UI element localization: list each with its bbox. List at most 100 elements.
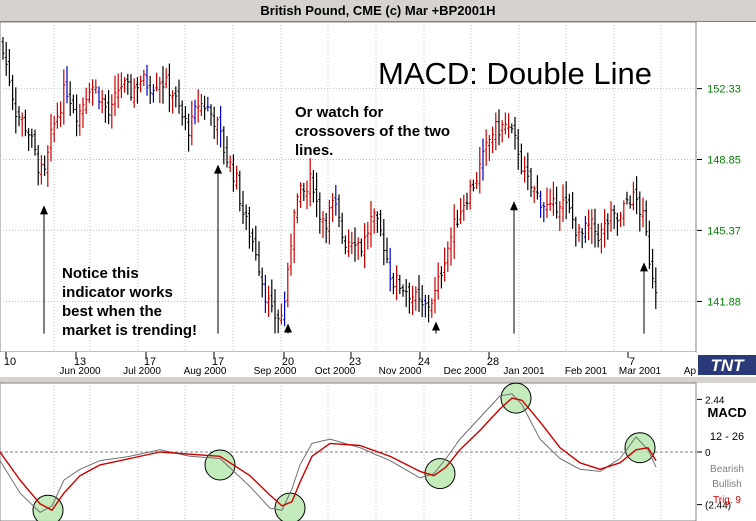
price-bar <box>203 95 207 120</box>
price-bar <box>574 216 578 247</box>
price-bar <box>267 285 271 317</box>
price-bar <box>628 195 632 209</box>
price-bar <box>564 181 568 220</box>
price-bar <box>491 126 495 154</box>
price-bar <box>507 113 511 139</box>
price-bar <box>263 274 267 314</box>
price-bar <box>420 285 424 317</box>
price-bar <box>587 209 591 241</box>
price-bar <box>27 128 31 152</box>
price-bar <box>644 200 648 236</box>
price-bar <box>395 265 399 301</box>
price-bar <box>65 66 69 104</box>
price-bar <box>478 146 482 194</box>
price-bar <box>411 285 415 315</box>
price-bar <box>459 198 463 225</box>
price-bar <box>196 89 200 123</box>
price-bar <box>612 205 616 230</box>
price-bar <box>599 222 603 254</box>
chart-title: MACD: Double Line <box>378 56 652 91</box>
price-bar <box>254 225 258 261</box>
macd-panel <box>0 382 697 521</box>
annotation-arrow <box>40 205 48 334</box>
price-bar <box>375 211 379 233</box>
price-bar <box>81 97 85 128</box>
x-day-label: 13 <box>74 356 86 368</box>
trending-note-line-1: Notice this <box>62 265 139 282</box>
x-month-label: Feb 2001 <box>565 366 608 377</box>
price-bar <box>193 99 197 125</box>
price-bar <box>353 227 357 262</box>
price-bar <box>494 112 498 151</box>
price-bar <box>164 68 168 89</box>
price-bar <box>84 87 88 115</box>
price-bar <box>651 248 655 289</box>
price-bar <box>123 76 127 93</box>
trending-note: Notice this indicator works best when th… <box>62 265 197 339</box>
window-title: British Pound, CME (c) Mar +BP2001H <box>0 0 756 22</box>
crossover-note-line-3: lines. <box>295 142 333 159</box>
price-bar <box>209 104 213 126</box>
price-bar <box>180 100 184 126</box>
price-bar <box>398 274 402 295</box>
price-bar <box>535 175 539 200</box>
price-bar <box>615 212 619 236</box>
macd-ticks: 2.44 0 (2.44) <box>697 395 731 512</box>
price-bar <box>107 90 111 125</box>
price-bar <box>455 209 459 228</box>
price-bar <box>638 191 642 232</box>
price-bar <box>439 266 443 289</box>
price-bar <box>385 237 389 264</box>
crossover-note-line-1: Or watch for <box>295 104 384 121</box>
crossover-note-line-2: crossovers of the two <box>295 123 450 140</box>
price-bar <box>500 120 504 143</box>
annotation-arrow-head <box>214 164 222 174</box>
price-bar <box>427 294 431 323</box>
price-bar <box>647 220 651 270</box>
macd-legend-trigger: Trig. 9 <box>713 495 741 506</box>
price-bar <box>244 204 248 230</box>
x-day-label: 17 <box>144 356 156 368</box>
price-bar <box>161 66 165 104</box>
price-bar <box>551 181 555 216</box>
macd-legend-bearish: Bearish <box>710 464 744 475</box>
price-bar <box>523 156 527 183</box>
price-bar <box>39 155 43 185</box>
price-bar <box>145 64 149 96</box>
price-bar <box>59 101 63 127</box>
price-bar <box>241 190 245 224</box>
price-bar <box>7 49 11 87</box>
price-bar <box>78 103 82 136</box>
price-bar <box>542 202 546 223</box>
price-bar <box>219 106 223 148</box>
price-bar <box>372 208 376 234</box>
price-bar <box>283 291 287 327</box>
x-axis: 10 13 17 17 20 23 24 28 7 Jun 2000 Jul 2000 Aug 200… <box>0 352 697 377</box>
price-bar <box>46 145 50 187</box>
price-bar <box>292 209 296 264</box>
price-bar <box>318 192 322 234</box>
trending-note-line-2: indicator works <box>62 284 173 301</box>
price-bar <box>177 79 181 114</box>
price-bar <box>30 128 34 148</box>
price-bar <box>497 109 501 146</box>
price-bar <box>71 94 75 114</box>
price-bar <box>443 247 447 282</box>
price-bar <box>363 223 367 269</box>
price-bar <box>97 86 101 110</box>
price-bar <box>116 73 120 109</box>
price-bar <box>356 237 360 260</box>
x-month-label: Sep 2000 <box>254 366 297 377</box>
price-bar <box>635 176 639 215</box>
price-bar <box>273 289 277 334</box>
price-bar <box>311 169 315 203</box>
macd-line <box>0 393 657 513</box>
tnt-logo-text: TNT <box>710 356 745 375</box>
price-bar <box>321 211 325 238</box>
price-bar <box>423 294 427 318</box>
price-bar <box>391 272 395 295</box>
price-bar <box>641 197 645 228</box>
price-bar <box>487 135 491 162</box>
price-bar <box>369 201 373 248</box>
x-day-label: 24 <box>418 356 430 368</box>
